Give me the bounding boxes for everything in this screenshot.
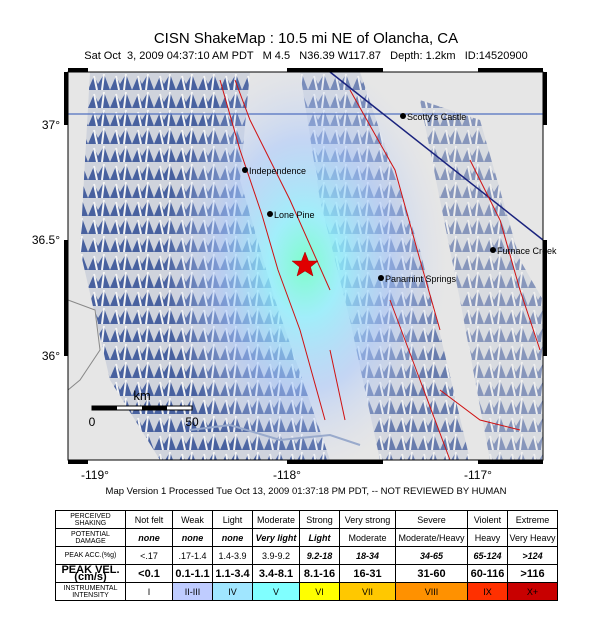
map: 37° 36.5° 36° -119° -118° -117° Scotty's Castl… xyxy=(32,68,557,482)
water xyxy=(189,423,361,446)
longitude-label: -118° xyxy=(273,468,301,482)
legend-cell: Weak xyxy=(172,510,213,529)
scale-unit: km xyxy=(133,388,150,403)
legend-row: POTENTIAL DAMAGE none none none Very light Li… xyxy=(55,528,558,547)
legend-cell: Moderate xyxy=(252,510,300,529)
legend-cell: Not felt xyxy=(125,510,173,529)
legend-cell: I xyxy=(125,582,173,601)
epicenter xyxy=(291,251,319,277)
place-dot xyxy=(490,247,496,253)
row-label: PEAK ACC.(%g) xyxy=(55,546,126,565)
legend-cell: 3.4-8.1 xyxy=(252,564,300,583)
legend-cell: 0.1-1.1 xyxy=(172,564,213,583)
row-label: INSTRUMENTAL INTENSITY xyxy=(55,582,126,601)
legend-cell: 34-65 xyxy=(395,546,468,565)
legend-cell: .17-1.4 xyxy=(172,546,213,565)
place-label: Furnace Creek xyxy=(497,246,557,256)
legend-cell: VII xyxy=(339,582,396,601)
legend-cell: Strong xyxy=(299,510,340,529)
legend-cell: Very strong xyxy=(339,510,396,529)
frame-ticks xyxy=(64,68,547,464)
title: CISN ShakeMap : 10.5 mi NE of Olancha, C… xyxy=(153,30,459,47)
legend-cell: none xyxy=(172,528,213,547)
scale-bar xyxy=(91,405,193,411)
latitude-label: 37° xyxy=(42,118,60,132)
legend-cell: none xyxy=(125,528,173,547)
footer: Map Version 1 Processed Tue Oct 13, 2009… xyxy=(105,486,507,497)
place-label: Scotty's Castle xyxy=(407,112,466,122)
legend-cell: VIII xyxy=(395,582,468,601)
legend-cell: 9.2-18 xyxy=(299,546,340,565)
legend-cell: VI xyxy=(299,582,340,601)
legend-cell: 60-116 xyxy=(467,564,508,583)
legend-cell: X+ xyxy=(507,582,558,601)
subtitle: Sat Oct 3, 2009 04:37:10 AM PDT M 4.5 N3… xyxy=(84,50,528,62)
legend-cell: Light xyxy=(212,510,253,529)
legend-row: INSTRUMENTAL INTENSITY I II-III IV V VI VII VII… xyxy=(55,582,558,601)
legend-cell: 3.9-9.2 xyxy=(252,546,300,565)
scale-tick: 0 xyxy=(89,415,96,429)
faults xyxy=(219,79,541,461)
legend-cell: 18-34 xyxy=(339,546,396,565)
place-label: Panamint Springs xyxy=(385,274,457,284)
legend-cell: Violent xyxy=(467,510,508,529)
legend-cell: 1.1-3.4 xyxy=(212,564,253,583)
county-line xyxy=(67,299,101,391)
legend-cell: <.17 xyxy=(125,546,173,565)
latitude-label: 36° xyxy=(42,349,60,363)
legend-cell: Heavy xyxy=(467,528,508,547)
legend-cell: >116 xyxy=(507,564,558,583)
legend-row: PEAK ACC.(%g) <.17.17-1.4 1.4-3.9 3.9-9.2 9.… xyxy=(55,546,558,565)
legend-cell: >124 xyxy=(507,546,558,565)
legend-cell: Moderate/Heavy xyxy=(395,528,468,547)
row-label: PERCEIVED SHAKING xyxy=(55,510,126,529)
legend-cell: II-III xyxy=(172,582,213,601)
legend-cell: Very Heavy xyxy=(507,528,558,547)
legend-cell: none xyxy=(212,528,253,547)
place-label: Independence xyxy=(249,166,306,176)
place-dot xyxy=(242,167,248,173)
longitude-label: -117° xyxy=(464,468,492,482)
legend-cell: 1.4-3.9 xyxy=(212,546,253,565)
state-border xyxy=(329,71,544,241)
legend-cell: Severe xyxy=(395,510,468,529)
place-dot xyxy=(378,275,384,281)
legend-cell: Very light xyxy=(252,528,300,547)
legend-cell: Light xyxy=(299,528,340,547)
legend-cell: IX xyxy=(467,582,508,601)
longitude-label: -119° xyxy=(81,468,109,482)
intensity-legend: PERCEIVED SHAKING Not felt Weak Light Modera… xyxy=(55,510,558,601)
row-label: PEAK VEL.(cm/s) xyxy=(55,564,126,583)
row-label: POTENTIAL DAMAGE xyxy=(55,528,126,547)
legend-cell: Extreme xyxy=(507,510,558,529)
place-dot xyxy=(267,211,273,217)
legend-row: PEAK VEL.(cm/s) <0.1 0.1-1.1 1.1-3.4 3.4-8.1… xyxy=(55,564,558,583)
legend-cell: 16-31 xyxy=(339,564,396,583)
latitude-label: 36.5° xyxy=(32,233,60,247)
legend-row: PERCEIVED SHAKING Not felt Weak Light Modera… xyxy=(55,510,558,529)
legend-cell: 8.1-16 xyxy=(299,564,340,583)
legend-cell: <0.1 xyxy=(125,564,173,583)
place-dot xyxy=(400,113,406,119)
legend-cell: 65-124 xyxy=(467,546,508,565)
legend-cell: 31-60 xyxy=(395,564,468,583)
legend-cell: Moderate xyxy=(339,528,396,547)
legend-cell: IV xyxy=(212,582,253,601)
scale-tick: 50 xyxy=(185,415,199,429)
legend-cell: V xyxy=(252,582,300,601)
place-label: Lone Pine xyxy=(274,210,315,220)
